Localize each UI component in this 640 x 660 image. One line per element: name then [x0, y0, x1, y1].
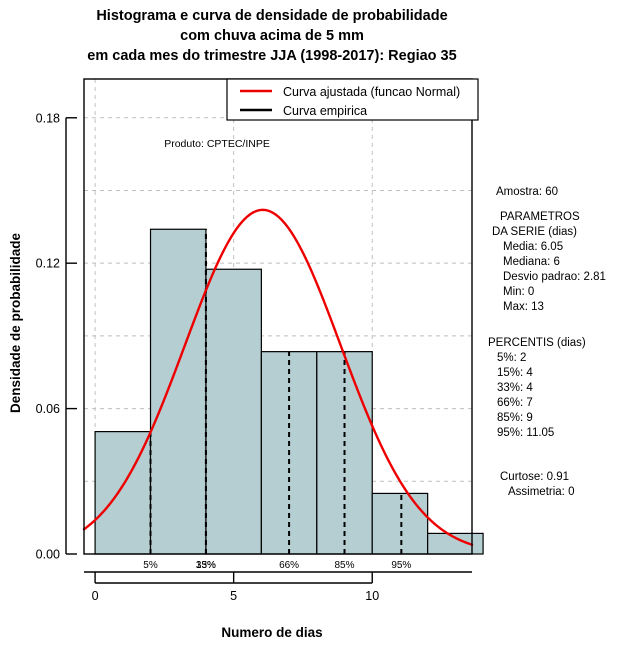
histogram-bar: [205, 268, 262, 555]
percentile-item: 5%: 2: [497, 352, 526, 364]
statistics-panel: Amostra: 60 PARAMETROS DA SERIE (dias) Medi…: [488, 186, 606, 498]
percentile-label: 15%: [196, 560, 216, 571]
moment-item: Curtose: 0.91: [500, 471, 569, 483]
y-axis: 0.00 0.06 0.12 0.18: [36, 111, 77, 562]
y-axis-tick-label: 0.00: [36, 548, 60, 562]
legend-box: [226, 78, 479, 121]
percentiles-heading: PERCENTIS (dias): [488, 337, 586, 349]
x-axis: 0 5 10: [84, 571, 472, 603]
chart-title-line-1: Histograma e curva de densidade de proba…: [96, 8, 447, 24]
x-axis-tick-label: 5: [230, 589, 237, 603]
x-axis-title: Numero de dias: [221, 625, 322, 640]
legend: Curva ajustada (funcao Normal) Curva emp…: [226, 78, 479, 121]
percentile-item: 85%: 9: [497, 412, 533, 424]
chart-title-line-3: em cada mes do trimestre JJA (1998-2017)…: [87, 48, 456, 64]
y-axis-tick-label: 0.12: [36, 257, 60, 271]
legend-label-empirical: Curva empirica: [283, 104, 367, 118]
histogram-bars: [94, 228, 484, 555]
parameter-item: Max: 13: [503, 301, 544, 313]
percentile-label: 33%: [196, 560, 216, 571]
x-axis-tick-label: 0: [92, 589, 99, 603]
parameter-item: Desvio padrao: 2.81: [503, 271, 606, 283]
histogram-bar: [149, 228, 207, 555]
histogram-bar: [371, 492, 429, 555]
chart-title: Histograma e curva de densidade de proba…: [87, 8, 456, 64]
parameter-item: Min: 0: [503, 286, 534, 298]
percentile-marker-lines: [149, 229, 403, 554]
product-annotation: Produto: CPTEC/INPE: [164, 138, 270, 150]
chart-title-line-2: com chuva acima de 5 mm: [180, 28, 364, 44]
y-axis-tick-label: 0.06: [36, 402, 60, 416]
percentile-label: 85%: [335, 560, 355, 571]
fitted-normal-curve: [82, 208, 474, 546]
y-axis-title: Densidade de probabilidade: [8, 232, 23, 413]
normal-density-curve: [82, 208, 474, 546]
percentile-item: 95%: 11.05: [497, 427, 554, 439]
percentile-label: 5%: [143, 560, 158, 571]
percentile-item: 33%: 4: [497, 382, 533, 394]
parameter-item: Media: 6.05: [503, 241, 563, 253]
percentile-label: 95%: [391, 560, 411, 571]
parameters-heading: PARAMETROS: [500, 211, 580, 223]
legend-label-fitted: Curva ajustada (funcao Normal): [283, 85, 460, 99]
sample-size-label: Amostra: 60: [496, 186, 558, 198]
moment-item: Assimetria: 0: [508, 486, 574, 498]
percentile-axis-labels: 5% 15%33% 66% 85% 95%: [143, 560, 411, 571]
percentile-label: 66%: [279, 560, 299, 571]
parameters-subheading: DA SERIE (dias): [492, 226, 577, 238]
x-axis-tick-label: 10: [365, 589, 379, 603]
y-axis-tick-label: 0.18: [36, 111, 60, 125]
parameter-item: Mediana: 6: [503, 256, 560, 268]
percentile-item: 15%: 4: [497, 367, 533, 379]
percentile-item: 66%: 7: [497, 397, 533, 409]
